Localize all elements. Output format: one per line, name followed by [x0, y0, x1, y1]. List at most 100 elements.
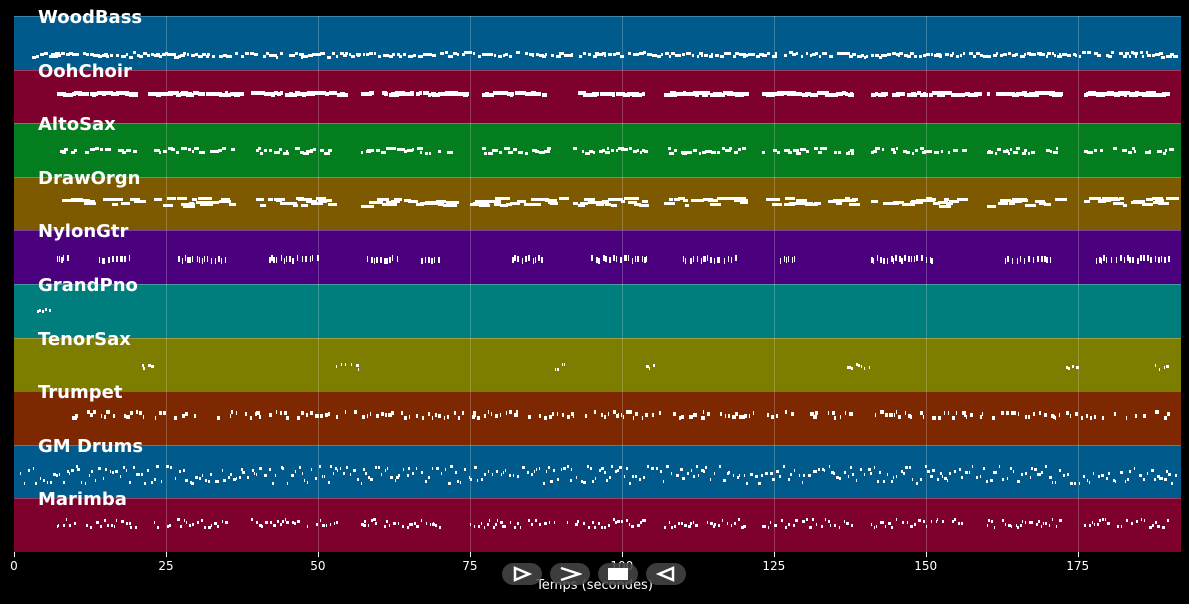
note	[692, 521, 694, 525]
note	[98, 55, 102, 59]
note	[547, 465, 550, 469]
note	[1099, 198, 1111, 202]
note	[117, 149, 124, 153]
note	[174, 476, 177, 480]
note	[130, 525, 132, 529]
note	[1135, 414, 1138, 419]
note	[1165, 364, 1169, 368]
note	[834, 150, 837, 154]
note	[409, 91, 415, 96]
note	[886, 258, 889, 265]
note	[1025, 520, 1027, 524]
note	[291, 474, 294, 478]
note	[707, 199, 718, 203]
note	[523, 203, 529, 207]
note	[1005, 148, 1009, 152]
note	[829, 523, 831, 527]
note	[722, 519, 724, 523]
note	[1082, 51, 1087, 55]
note	[930, 519, 933, 523]
note	[83, 91, 90, 96]
note	[487, 199, 501, 203]
note	[1013, 151, 1018, 155]
note	[947, 91, 953, 96]
note	[386, 467, 389, 471]
note	[597, 53, 601, 57]
note	[231, 410, 234, 415]
note	[1012, 470, 1014, 474]
note	[470, 477, 473, 481]
note	[312, 148, 316, 152]
note	[1133, 149, 1137, 153]
note	[1070, 481, 1074, 485]
note	[1039, 411, 1041, 416]
note	[783, 464, 786, 468]
note	[368, 51, 374, 55]
note	[264, 474, 267, 478]
note	[1095, 257, 1098, 264]
note	[487, 522, 489, 526]
note	[203, 255, 206, 262]
note	[1009, 467, 1012, 471]
note	[562, 412, 565, 417]
note	[432, 54, 437, 58]
note	[939, 204, 951, 208]
note	[766, 198, 772, 202]
note	[450, 464, 453, 468]
note	[749, 413, 751, 418]
note-lane	[14, 339, 1181, 392]
note	[500, 203, 508, 207]
note	[468, 51, 472, 55]
note	[702, 256, 705, 263]
note	[525, 92, 531, 97]
play-button[interactable]	[502, 563, 542, 585]
note	[153, 520, 155, 524]
rewind-button[interactable]	[646, 563, 686, 585]
note	[682, 151, 687, 155]
note	[156, 465, 160, 469]
note	[39, 309, 41, 313]
note	[732, 473, 734, 477]
note	[872, 150, 877, 154]
note	[415, 92, 420, 97]
note	[104, 53, 109, 56]
note-lane	[14, 499, 1181, 552]
note	[492, 90, 500, 95]
note	[800, 148, 804, 152]
note	[276, 55, 279, 59]
note	[548, 521, 550, 525]
forward-button[interactable]	[550, 563, 590, 585]
note	[1122, 54, 1128, 58]
note	[809, 525, 812, 529]
note	[325, 412, 328, 417]
note	[50, 480, 53, 484]
note	[991, 415, 995, 420]
note	[158, 150, 162, 154]
note	[956, 55, 960, 58]
note	[559, 51, 565, 55]
note	[114, 198, 123, 202]
note	[100, 525, 102, 529]
note	[469, 522, 472, 526]
note	[328, 203, 338, 207]
note	[731, 257, 733, 264]
note	[1005, 411, 1010, 416]
note	[316, 255, 319, 262]
note	[383, 54, 387, 58]
note	[306, 200, 317, 204]
note	[1164, 415, 1167, 420]
stop-button[interactable]	[598, 563, 638, 585]
note	[402, 525, 404, 529]
note	[420, 54, 423, 58]
note	[283, 258, 285, 265]
note	[99, 147, 103, 151]
note	[776, 469, 779, 473]
note	[622, 414, 625, 419]
note	[598, 257, 600, 264]
note	[505, 524, 507, 528]
note	[102, 92, 107, 97]
note	[391, 255, 393, 262]
note	[526, 471, 530, 475]
note	[897, 53, 900, 57]
note	[624, 148, 629, 152]
